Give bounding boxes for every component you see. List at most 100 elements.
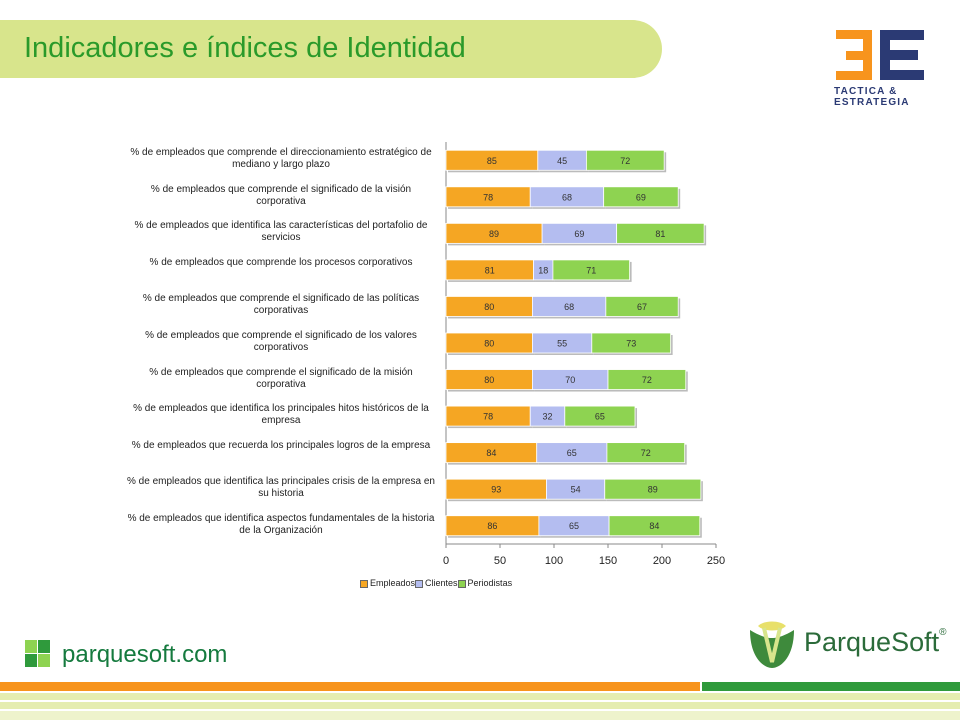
- bar-clientes: 70: [532, 369, 610, 392]
- bar-empleados: 84: [445, 442, 539, 465]
- bar-clientes: 45: [537, 149, 589, 173]
- bar-value-label: 65: [595, 412, 605, 422]
- bar-value-label: 45: [557, 156, 567, 166]
- bar-empleados: 78: [445, 186, 533, 209]
- bar-value-label: 55: [557, 339, 567, 349]
- bar-value-label: 86: [487, 521, 497, 531]
- bar-periodistas: 84: [608, 515, 702, 538]
- bar-periodistas: 72: [586, 149, 667, 173]
- x-tick-label: 100: [545, 555, 563, 567]
- bar-segment: [564, 405, 636, 427]
- legend-label: Clientes: [425, 578, 458, 588]
- chart-legend: Empleados Clientes Periodistas: [360, 578, 512, 588]
- bar-segment: [603, 186, 679, 208]
- bar-value-label: 89: [648, 485, 658, 495]
- bar-empleados: 89: [445, 222, 545, 246]
- bar-empleados: 80: [445, 296, 535, 319]
- bar-value-label: 73: [626, 339, 636, 349]
- legend-item-empleados: Empleados: [360, 578, 415, 588]
- footer-stripes: [0, 682, 960, 720]
- legend-swatch: [415, 579, 424, 588]
- bar-clientes: 65: [536, 442, 609, 465]
- tactica-estrategia-logo: [836, 30, 924, 80]
- bar-value-label: 80: [484, 339, 494, 349]
- category-label: % de empleados que comprende el signific…: [149, 366, 413, 390]
- bar-value-label: 84: [649, 521, 659, 531]
- bar-empleados: 80: [445, 369, 535, 392]
- bar-value-label: 69: [574, 229, 584, 239]
- bar-value-label: 84: [486, 448, 496, 458]
- bar-clientes: 32: [529, 405, 567, 429]
- x-tick-label: 200: [653, 555, 671, 567]
- bar-empleados: 93: [445, 478, 549, 502]
- title-band: [0, 20, 662, 78]
- bar-empleados: 86: [445, 515, 541, 538]
- bar-periodistas: 65: [564, 405, 637, 429]
- bar-segment: [586, 149, 665, 171]
- x-tick-label: 250: [707, 555, 725, 567]
- legend-label: Empleados: [370, 578, 416, 588]
- bar-value-label: 72: [620, 156, 630, 166]
- category-label: % de empleados que identifica aspectos f…: [127, 512, 435, 536]
- bar-value-label: 80: [484, 302, 494, 312]
- x-tick-label: 0: [443, 555, 449, 567]
- bar-clientes: 65: [538, 515, 612, 538]
- bar-segment: [604, 478, 702, 500]
- bar-value-label: 78: [483, 192, 493, 202]
- page-title: Indicadores e índices de Identidad: [24, 32, 466, 64]
- parquesoft-brand-text: ParqueSoft: [804, 627, 940, 657]
- category-label: % de empleados que comprende el signific…: [145, 330, 417, 353]
- bar-value-label: 81: [655, 229, 665, 239]
- bar-segment: [607, 369, 687, 390]
- bar-empleados: 78: [445, 405, 533, 429]
- bar-clientes: 55: [532, 332, 594, 355]
- bar-periodistas: 73: [591, 332, 673, 355]
- category-label: % de empleados que comprende el signific…: [142, 293, 420, 317]
- tactica-estrategia-wordmark: TACTICA & ESTRATEGIA: [834, 86, 910, 108]
- parquesoft-squares-icon: [25, 640, 50, 667]
- parquesoft-leaf-icon: [750, 621, 794, 668]
- category-label: % de empleados que identifica los princi…: [133, 403, 429, 427]
- bar-clientes: 54: [546, 478, 607, 502]
- legend-label: Periodistas: [467, 578, 513, 588]
- legend-swatch: [457, 579, 466, 588]
- bar-periodistas: 72: [606, 442, 687, 465]
- parquesoft-brand: ParqueSoft®: [804, 627, 946, 658]
- parquesoft-url[interactable]: parquesoft.com: [62, 641, 228, 668]
- bar-value-label: 68: [562, 192, 572, 202]
- bar-periodistas: 71: [552, 259, 632, 282]
- bar-value-label: 72: [642, 375, 652, 385]
- bar-segment: [616, 222, 705, 244]
- legend-swatch: [360, 579, 368, 588]
- bar-periodistas: 67: [605, 296, 681, 319]
- bar-segment: [608, 515, 701, 537]
- registered-mark: ®: [939, 627, 947, 638]
- category-label: % de empleados que identifica las princi…: [127, 476, 435, 500]
- bar-value-label: 65: [567, 448, 577, 458]
- bar-clientes: 68: [529, 186, 606, 209]
- bar-value-label: 85: [487, 156, 497, 166]
- bar-value-label: 18: [538, 265, 548, 275]
- bar-value-label: 32: [543, 412, 553, 422]
- bar-value-label: 67: [637, 302, 647, 312]
- bar-value-label: 78: [483, 412, 493, 422]
- bar-value-label: 71: [586, 265, 596, 275]
- bar-value-label: 72: [641, 448, 651, 458]
- bar-value-label: 70: [565, 375, 575, 385]
- bar-value-label: 81: [485, 265, 495, 275]
- bar-value-label: 93: [491, 485, 501, 495]
- legend-item-clientes: Clientes: [415, 578, 458, 588]
- stacked-bar-chart: 0 50 100 150 200 250 85 45 72 78 68 69 89 69 81 81 18 71 8…: [443, 142, 725, 567]
- bar-segment: [606, 442, 686, 464]
- bar-clientes: 69: [541, 222, 619, 246]
- bar-value-label: 89: [489, 229, 499, 239]
- x-tick-label: 150: [599, 555, 617, 567]
- bar-value-label: 80: [484, 375, 494, 385]
- category-label: % de empleados que identifica las caract…: [134, 220, 428, 244]
- category-label: % de empleados que recuerda los principa…: [131, 439, 431, 451]
- bar-value-label: 54: [571, 485, 581, 495]
- bar-empleados: 81: [445, 259, 536, 282]
- bar-periodistas: 69: [603, 186, 681, 209]
- bar-clientes: 18: [533, 259, 555, 282]
- bar-segment: [605, 296, 679, 317]
